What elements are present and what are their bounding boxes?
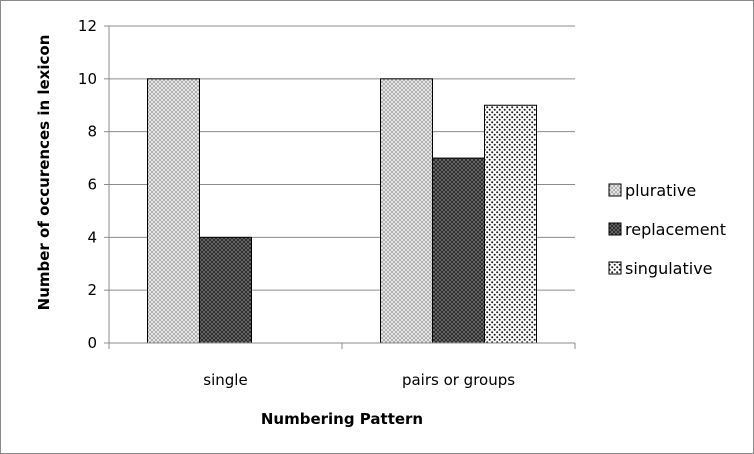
bar-replacement-single [199,236,252,344]
bars [147,78,537,344]
y-axis-title: Number of occurences in lexicon [35,35,53,311]
legend-label: replacement [625,220,726,239]
bar-singulative-pairs-or-groups [484,104,537,344]
bar-replacement-pairs-or-groups [432,157,485,344]
y-tick-label: 10 [78,70,97,88]
y-tick-label: 6 [87,176,97,194]
legend-label: plurative [625,181,696,200]
x-tick-label: single [203,371,247,389]
y-tick-label: 8 [87,123,97,141]
y-tick-label: 4 [87,228,97,246]
y-tick-label: 2 [87,281,97,299]
y-tick-labels: 0 2 4 6 8 10 12 [78,17,97,352]
x-tick-label: pairs or groups [402,371,515,389]
legend-swatch [608,261,622,275]
y-tick-label: 12 [78,17,97,35]
legend-swatch [608,222,622,236]
y-tick-label: 0 [87,334,97,352]
legend: plurative replacement singulative [608,181,726,278]
bar-plurative-single [147,78,200,344]
x-axis-title: Numbering Pattern [261,410,423,428]
bar-plurative-pairs-or-groups [380,78,433,344]
axes [104,25,576,349]
legend-label: singulative [625,259,713,278]
x-tick-labels: single pairs or groups [203,371,515,389]
legend-swatch [608,183,622,197]
